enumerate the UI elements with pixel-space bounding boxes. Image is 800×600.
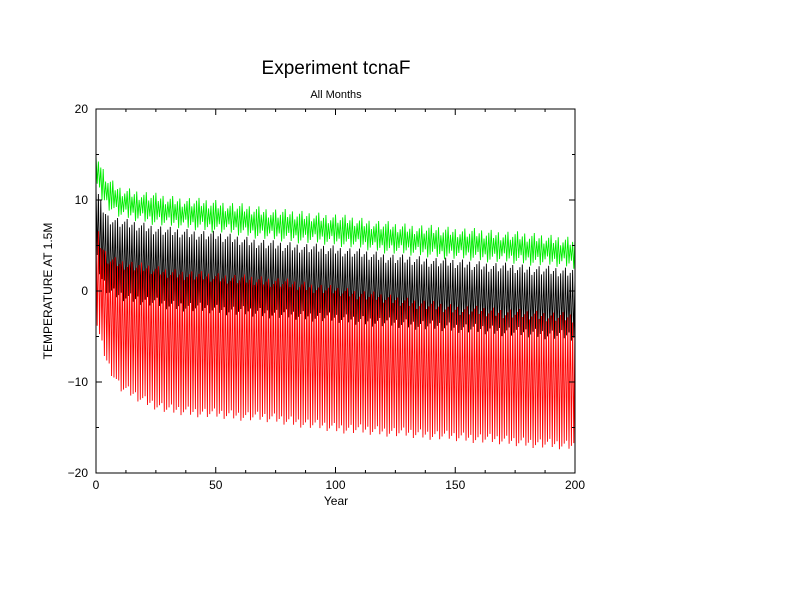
x-tick-label: 200: [565, 478, 585, 492]
x-axis-label: Year: [324, 494, 348, 508]
series-layer: [95, 155, 576, 450]
x-tick-label: 150: [445, 478, 465, 492]
y-tick-label: −20: [68, 466, 89, 480]
y-axis-label: TEMPERATURE AT 1.5M: [41, 223, 55, 360]
y-tick-label: −10: [68, 375, 89, 389]
series-line-2: [95, 187, 576, 341]
x-tick-label: 100: [325, 478, 345, 492]
x-tick-label: 50: [209, 478, 223, 492]
y-tick-label: 20: [75, 102, 89, 116]
y-tick-label: 0: [81, 284, 88, 298]
x-tick-label: 0: [93, 478, 100, 492]
chart-title: Experiment tcnaF: [262, 58, 411, 79]
series-line-1: [95, 155, 576, 269]
series-line-3: [95, 225, 576, 450]
y-tick-label: 10: [75, 193, 89, 207]
ticks-layer: 0 50 100 150 200 −20 −10 0 10 20: [68, 102, 586, 492]
chart-subtitle: All Months: [310, 89, 362, 101]
